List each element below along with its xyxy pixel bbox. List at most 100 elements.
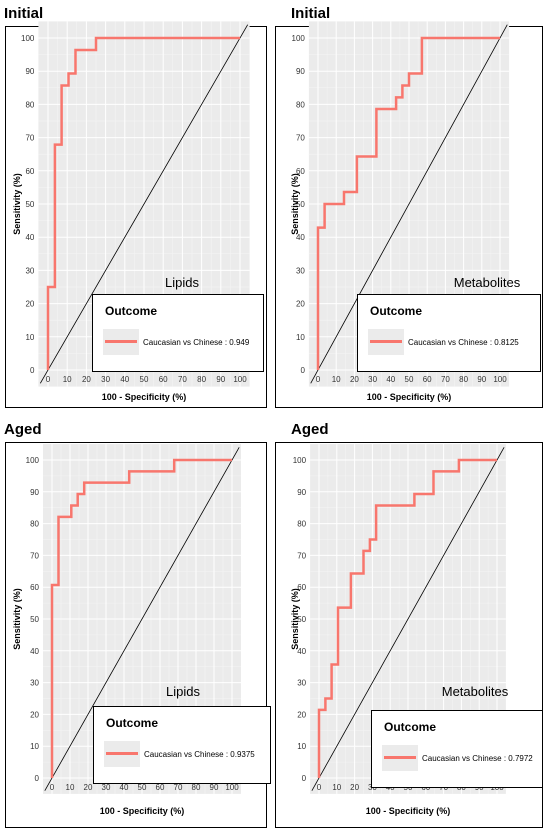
x-tick-label: 50 xyxy=(140,375,149,384)
y-tick-label: 0 xyxy=(35,774,40,783)
x-tick-label: 30 xyxy=(368,375,377,384)
y-tick-label: 10 xyxy=(30,742,39,751)
x-tick-label: 70 xyxy=(174,783,183,792)
y-axis-title: Sensitivity (%) xyxy=(290,588,300,650)
y-tick-label: 100 xyxy=(26,456,40,465)
y-tick-label: 30 xyxy=(25,266,34,275)
y-tick-label: 30 xyxy=(297,679,306,688)
x-tick-label: 0 xyxy=(50,783,55,792)
x-tick-label: 60 xyxy=(159,375,168,384)
x-tick-label: 90 xyxy=(210,783,219,792)
x-tick-label: 90 xyxy=(216,375,225,384)
roc-curve xyxy=(50,458,232,778)
x-tick-label: 40 xyxy=(120,783,129,792)
y-tick-label: 90 xyxy=(30,488,39,497)
x-tick-label: 10 xyxy=(332,783,341,792)
x-tick-label: 10 xyxy=(63,375,72,384)
y-tick-label: 100 xyxy=(21,34,35,43)
panel-annotation: Metabolites xyxy=(442,684,509,699)
x-tick-label: 20 xyxy=(84,783,93,792)
x-tick-label: 80 xyxy=(459,375,468,384)
x-tick-label: 100 xyxy=(233,375,247,384)
y-tick-label: 50 xyxy=(25,200,34,209)
x-tick-label: 90 xyxy=(477,375,486,384)
y-tick-label: 10 xyxy=(25,333,34,342)
x-tick-label: 70 xyxy=(441,375,450,384)
y-tick-label: 70 xyxy=(30,551,39,560)
y-tick-label: 20 xyxy=(296,300,305,309)
x-tick-label: 20 xyxy=(350,375,359,384)
chart-panel-aged-lipids: Aged 0 0 10 10 20 20 30 30 40 40 50 50 60 60 70 70 80 80 9… xyxy=(0,416,275,832)
chance-diagonal xyxy=(311,447,505,791)
y-tick-label: 20 xyxy=(30,710,39,719)
y-tick-label: 0 xyxy=(30,366,35,375)
x-tick-label: 70 xyxy=(178,375,187,384)
chance-diagonal xyxy=(310,24,508,384)
legend-key xyxy=(104,741,140,767)
y-tick-label: 70 xyxy=(25,134,34,143)
y-tick-label: 80 xyxy=(296,100,305,109)
y-tick-label: 80 xyxy=(25,100,34,109)
y-tick-label: 80 xyxy=(30,520,39,529)
y-tick-label: 30 xyxy=(296,266,305,275)
y-tick-label: 100 xyxy=(292,34,306,43)
x-axis-title: 100 - Specificity (%) xyxy=(100,806,185,816)
y-axis-title: Sensitivity (%) xyxy=(12,588,22,650)
x-tick-label: 50 xyxy=(405,375,414,384)
legend-title: Outcome xyxy=(105,304,158,318)
y-tick-label: 100 xyxy=(293,456,307,465)
panel-annotation: Lipids xyxy=(165,275,199,290)
x-tick-label: 100 xyxy=(225,783,239,792)
roc-curve xyxy=(317,458,497,778)
y-axis-title: Sensitivity (%) xyxy=(12,173,22,235)
x-tick-label: 60 xyxy=(156,783,165,792)
x-tick-label: 80 xyxy=(192,783,201,792)
panel-label: Aged xyxy=(4,421,42,438)
x-tick-label: 0 xyxy=(316,375,321,384)
legend-key xyxy=(368,329,404,355)
roc-curve xyxy=(316,36,500,370)
y-tick-label: 60 xyxy=(25,167,34,176)
y-tick-label: 40 xyxy=(30,647,39,656)
y-tick-label: 20 xyxy=(297,710,306,719)
x-tick-label: 0 xyxy=(317,783,322,792)
chart-panel-aged-metabolites: Aged 00101020203030404050506060707080809… xyxy=(275,416,550,832)
legend: Outcome Caucasian vs Chinese : 0.949 xyxy=(92,294,264,372)
y-tick-label: 90 xyxy=(296,67,305,76)
x-axis-title: 100 - Specificity (%) xyxy=(102,392,187,402)
y-tick-label: 10 xyxy=(296,333,305,342)
x-tick-label: 10 xyxy=(66,783,75,792)
y-tick-label: 50 xyxy=(30,615,39,624)
legend-entry: Caucasian vs Chinese : 0.8125 xyxy=(408,338,519,347)
panel-annotation: Lipids xyxy=(166,684,200,699)
legend-line-swatch xyxy=(384,756,416,759)
panel-label: Initial xyxy=(291,5,331,22)
x-tick-label: 100 xyxy=(493,375,507,384)
legend: Outcome Caucasian vs Chinese : 0.8125 xyxy=(357,294,541,372)
x-axis-title: 100 - Specificity (%) xyxy=(366,806,451,816)
chart-panel-initial-metabolites: Initial 0 0 10 10 20 20 30 30 40 40 50 50 60 60 70 70 80… xyxy=(275,0,550,415)
chance-diagonal xyxy=(39,24,249,384)
y-tick-label: 80 xyxy=(297,520,306,529)
x-tick-label: 20 xyxy=(82,375,91,384)
x-tick-label: 0 xyxy=(46,375,51,384)
x-tick-label: 40 xyxy=(386,375,395,384)
panel-label: Aged xyxy=(291,421,329,438)
legend-key xyxy=(103,329,139,355)
legend-title: Outcome xyxy=(370,304,423,318)
y-tick-label: 90 xyxy=(297,488,306,497)
y-tick-label: 60 xyxy=(30,583,39,592)
x-tick-label: 30 xyxy=(101,375,110,384)
legend: Outcome Caucasian vs Chinese : 0.9375 xyxy=(93,706,271,784)
y-tick-label: 50 xyxy=(297,615,306,624)
legend-line-swatch xyxy=(370,340,402,343)
legend-line-swatch xyxy=(106,752,138,755)
legend-title: Outcome xyxy=(384,720,437,734)
y-tick-label: 40 xyxy=(25,233,34,242)
legend-line-swatch xyxy=(105,340,137,343)
x-tick-label: 80 xyxy=(197,375,206,384)
x-tick-label: 30 xyxy=(102,783,111,792)
y-tick-label: 90 xyxy=(25,67,34,76)
y-tick-label: 30 xyxy=(30,679,39,688)
chart-panel-initial-lipids: Initial 0 0 10 10 20 20 30 30 40 40 50 50 60 60 70 70 80… xyxy=(0,0,275,415)
